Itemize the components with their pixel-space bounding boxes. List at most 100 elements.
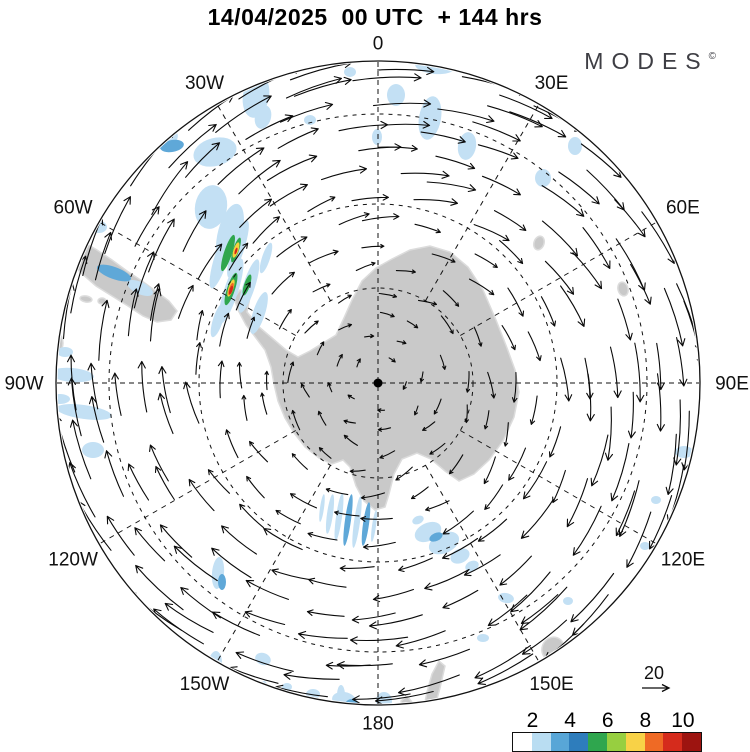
- shade-blob: [429, 532, 443, 542]
- wind-arrow: [379, 311, 395, 318]
- wind-arrow: [572, 252, 603, 290]
- wind-arrow: [473, 224, 510, 242]
- wind-arrow: [228, 242, 249, 271]
- wind-arrow: [362, 541, 396, 550]
- wind-arrow: [317, 410, 327, 426]
- meridian-label: 120W: [48, 550, 98, 571]
- wind-arrow: [275, 509, 301, 525]
- wind-arrow: [264, 370, 269, 391]
- wind-arrow: [586, 373, 595, 422]
- wind-arrow: [289, 493, 318, 509]
- wind-arrow: [468, 278, 495, 296]
- wind-arrow: [522, 461, 548, 500]
- shade-blob: [387, 84, 405, 106]
- wind-arrow: [134, 206, 160, 247]
- shade-blob: [304, 115, 316, 125]
- wind-arrow: [558, 171, 600, 205]
- wind-arrow: [356, 358, 361, 368]
- wind-arrow: [361, 213, 400, 222]
- wind-arrow: [334, 510, 360, 517]
- shade-blob: [371, 510, 377, 542]
- latitude-circle: [108, 113, 648, 653]
- wind-arrow: [419, 371, 424, 383]
- wind-arrow: [377, 427, 392, 432]
- shade-blob: [563, 597, 573, 605]
- wind-arrow: [352, 73, 422, 82]
- colorbar-tick-label: 10: [671, 709, 695, 732]
- wind-arrow: [372, 99, 432, 108]
- wind-arrow: [472, 121, 521, 142]
- colorbar-tick-label: 4: [564, 709, 576, 732]
- colorbar-cell: [588, 733, 607, 751]
- wind-arrow: [148, 218, 175, 273]
- shade-blob: [447, 698, 463, 704]
- wind-arrow: [477, 144, 519, 160]
- wind-arrow: [291, 409, 301, 431]
- wind-arrow: [182, 210, 207, 252]
- wind-arrow: [245, 114, 294, 140]
- wind-arrow: [164, 602, 214, 633]
- meridian-label: 30W: [185, 73, 224, 94]
- wind-arrow: [173, 545, 218, 582]
- wind-arrow: [135, 564, 184, 611]
- wind-arrow: [641, 211, 675, 264]
- wind-arrow: [157, 392, 174, 435]
- wind-arrow: [225, 429, 239, 459]
- shade-blob: [209, 223, 235, 289]
- wind-arrow: [159, 524, 193, 558]
- meridian-line: [460, 222, 657, 336]
- wind-arrow: [377, 408, 386, 413]
- land-island: [617, 281, 629, 297]
- wind-arrow: [195, 342, 202, 375]
- colorbar-cells: [512, 732, 702, 752]
- wind-arrow: [134, 527, 166, 562]
- modes-logo-text: MODES: [584, 48, 709, 74]
- land-island: [532, 235, 546, 251]
- wind-arrow: [378, 292, 398, 299]
- shade-blob: [194, 185, 228, 229]
- wind-arrow: [343, 419, 356, 424]
- wind-arrow: [219, 312, 230, 347]
- colorbar-cell: [606, 733, 626, 751]
- colorbar-tick-label: 2: [526, 709, 539, 732]
- shade-blob: [57, 394, 70, 404]
- shade-blob: [418, 96, 442, 140]
- wind-arrow: [245, 579, 289, 600]
- pole-dot: [373, 378, 383, 388]
- wind-arrow: [57, 414, 76, 473]
- shade-blob: [344, 67, 356, 77]
- wind-arrow: [111, 372, 122, 416]
- wind-arrow: [442, 510, 474, 535]
- shade-blob: [412, 515, 424, 525]
- wind-arrow: [269, 183, 308, 207]
- wind-arrow: [104, 196, 131, 255]
- wind-arrow: [183, 381, 200, 424]
- shade-blob: [334, 493, 344, 541]
- shade-blob: [319, 494, 325, 522]
- wind-arrow: [683, 300, 699, 367]
- wind-arrow: [196, 309, 205, 341]
- wind-arrow: [395, 630, 446, 649]
- meridian-line: [425, 104, 539, 301]
- wind-arrow: [351, 194, 389, 202]
- page-title: 14/04/2025 00 UTC + 144 hrs: [207, 4, 543, 30]
- wind-arrow: [98, 299, 110, 361]
- meridian-label: 180: [362, 714, 394, 735]
- wind-arrow: [424, 568, 470, 591]
- wind-arrow: [433, 398, 442, 415]
- colorbar-tick-labels: 2 4 6 8 10: [512, 709, 704, 732]
- wind-arrow: [448, 454, 464, 475]
- wind-arrow: [361, 243, 385, 249]
- wind-arrow: [378, 144, 418, 152]
- wind-arrow: [351, 612, 396, 624]
- wind-arrow: [149, 283, 161, 321]
- wind-arrow: [306, 609, 345, 617]
- wind-arrow: [465, 370, 471, 393]
- wind-arrow: [287, 361, 295, 384]
- wind-arrow: [508, 447, 527, 481]
- wind-arrow: [609, 346, 622, 399]
- shade-blob: [325, 494, 335, 534]
- land-antarctica: [233, 245, 520, 511]
- shade-blob: [242, 274, 252, 296]
- wind-arrow: [68, 462, 96, 518]
